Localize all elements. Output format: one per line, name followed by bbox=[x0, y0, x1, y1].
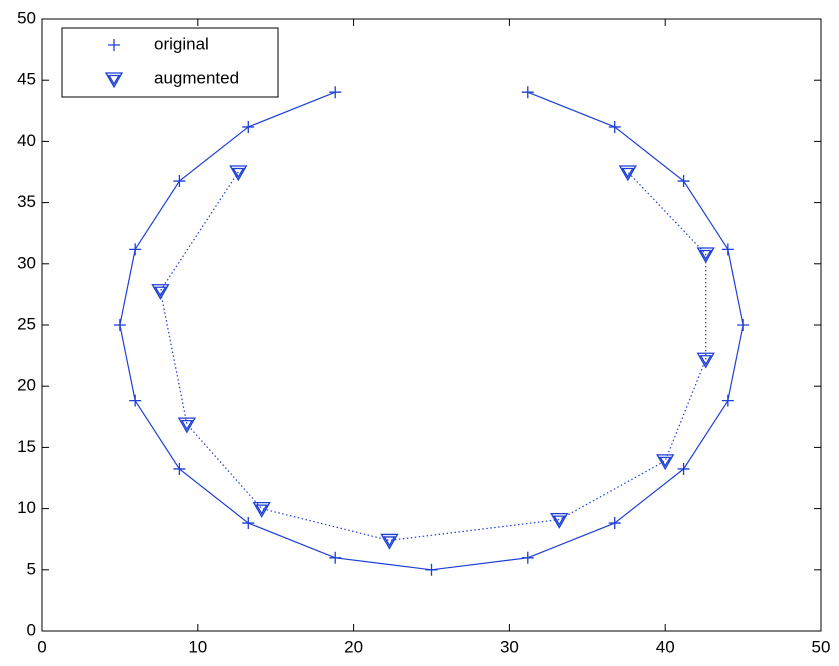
data-point bbox=[173, 175, 186, 188]
x-tick-label: 0 bbox=[37, 637, 46, 656]
legend-marker bbox=[104, 72, 124, 89]
data-point bbox=[656, 454, 675, 471]
data-point bbox=[721, 394, 734, 407]
x-tick-label: 40 bbox=[656, 637, 675, 656]
data-point bbox=[677, 175, 690, 188]
data-point bbox=[242, 120, 255, 133]
y-tick-label: 35 bbox=[17, 192, 36, 211]
x-tick-label: 50 bbox=[812, 637, 831, 656]
data-point bbox=[329, 86, 342, 99]
data-point bbox=[229, 165, 248, 182]
y-tick-label: 0 bbox=[27, 620, 36, 639]
data-point bbox=[242, 517, 255, 530]
x-tick-label: 20 bbox=[344, 637, 363, 656]
data-point bbox=[252, 501, 271, 518]
data-point bbox=[380, 533, 399, 550]
data-point bbox=[329, 551, 342, 564]
data-point bbox=[550, 512, 569, 529]
data-point bbox=[173, 462, 186, 475]
y-tick-label: 30 bbox=[17, 253, 36, 272]
data-point bbox=[113, 319, 126, 331]
data-point bbox=[521, 551, 534, 564]
data-point bbox=[696, 352, 715, 369]
legend-box bbox=[61, 27, 279, 98]
data-point bbox=[737, 319, 750, 331]
data-point bbox=[177, 417, 197, 434]
y-tick-label: 20 bbox=[17, 376, 36, 395]
legend-label: augmented bbox=[154, 68, 239, 87]
y-tick-label: 40 bbox=[17, 131, 36, 150]
y-tick-label: 50 bbox=[17, 8, 36, 27]
data-point bbox=[151, 284, 170, 301]
data-point bbox=[677, 462, 690, 475]
plot-frame bbox=[41, 18, 822, 632]
y-tick-label: 5 bbox=[27, 559, 36, 578]
data-point bbox=[721, 243, 734, 256]
y-tick-label: 10 bbox=[17, 498, 36, 517]
data-point bbox=[521, 86, 534, 99]
data-point bbox=[696, 247, 715, 264]
x-tick-label: 30 bbox=[500, 637, 519, 656]
series-line bbox=[159, 171, 707, 542]
data-point bbox=[608, 120, 621, 133]
data-point bbox=[129, 243, 142, 256]
series-line bbox=[119, 91, 744, 571]
legend-marker bbox=[108, 39, 120, 51]
x-tick-label: 10 bbox=[188, 637, 207, 656]
data-point bbox=[425, 563, 438, 576]
data-point bbox=[618, 165, 637, 182]
data-point bbox=[129, 394, 142, 407]
legend-label: original bbox=[154, 34, 209, 53]
y-tick-label: 45 bbox=[17, 70, 36, 89]
data-point bbox=[608, 517, 621, 530]
y-tick-label: 25 bbox=[17, 314, 36, 333]
y-tick-label: 15 bbox=[17, 437, 36, 456]
